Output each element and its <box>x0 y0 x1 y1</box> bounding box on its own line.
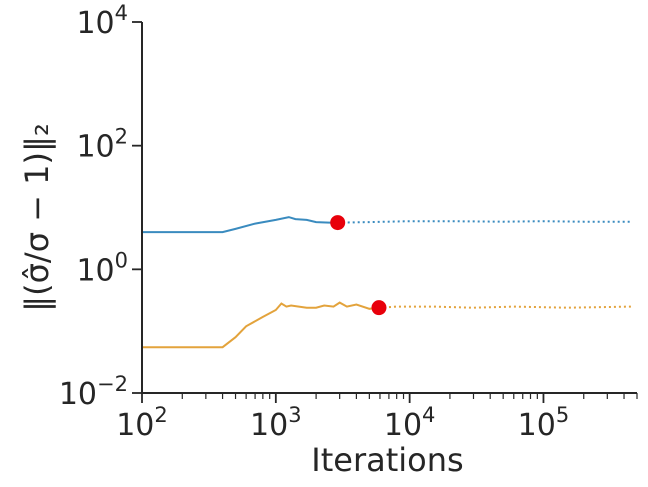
x-tick-label: 105 <box>518 403 570 443</box>
series-1-dotted-line <box>337 220 631 224</box>
x-axis-label: Iterations <box>311 441 463 479</box>
x-ticks: 102 103 104 105 <box>116 393 638 443</box>
y-tick-label: 102 <box>76 125 128 165</box>
y-axis-label: ‖(σ̂/σ − 1)‖₂ <box>18 123 56 312</box>
series-2-marker <box>371 300 387 316</box>
y-tick-label: 104 <box>76 1 128 41</box>
series-2-solid-line <box>142 301 380 349</box>
x-tick-label: 103 <box>250 403 302 443</box>
series-1-solid-line <box>142 216 338 234</box>
plot-area <box>142 215 631 349</box>
series-2-dotted-line <box>378 305 631 309</box>
series-1-marker <box>330 215 346 231</box>
y-tick-label: 10−2 <box>59 372 128 412</box>
y-ticks: 10−2 100 102 104 <box>59 1 142 412</box>
x-tick-label: 102 <box>116 403 168 443</box>
x-tick-label: 104 <box>384 403 436 443</box>
y-tick-label: 100 <box>76 248 128 288</box>
